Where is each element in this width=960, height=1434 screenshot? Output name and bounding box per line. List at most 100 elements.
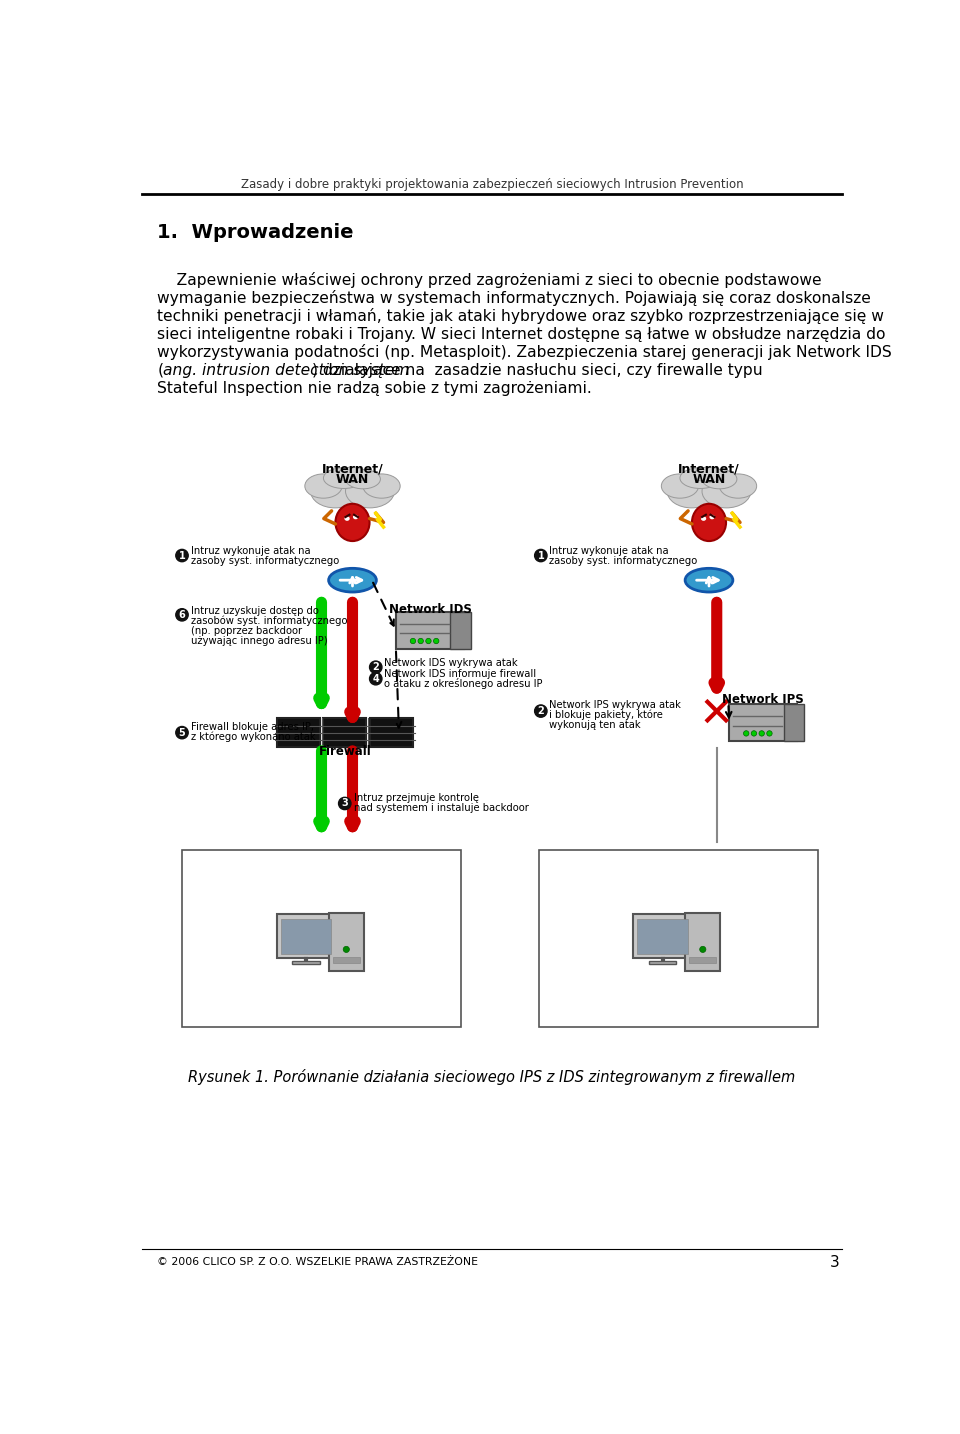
Ellipse shape <box>346 469 380 489</box>
Ellipse shape <box>719 473 756 498</box>
Bar <box>182 850 461 1027</box>
Circle shape <box>434 638 439 644</box>
Text: nad systemem i instaluje backdoor: nad systemem i instaluje backdoor <box>354 803 529 813</box>
Bar <box>539 850 818 1027</box>
Ellipse shape <box>702 475 751 508</box>
Bar <box>292 961 320 965</box>
Bar <box>730 704 798 741</box>
Bar <box>649 961 677 965</box>
Circle shape <box>535 706 547 717</box>
Text: Network IPS wykrywa atak: Network IPS wykrywa atak <box>549 700 682 710</box>
Ellipse shape <box>702 518 706 521</box>
Text: 3: 3 <box>829 1255 839 1271</box>
Ellipse shape <box>305 473 342 498</box>
Ellipse shape <box>346 518 349 521</box>
Circle shape <box>700 946 706 952</box>
Text: wykonują ten atak: wykonują ten atak <box>549 720 641 730</box>
Circle shape <box>176 608 188 621</box>
Circle shape <box>425 638 431 644</box>
Text: 1: 1 <box>179 551 185 561</box>
Bar <box>370 718 413 747</box>
Circle shape <box>743 731 749 736</box>
Text: 2: 2 <box>538 706 544 716</box>
Text: ang. intrusion detection system: ang. intrusion detection system <box>162 363 409 377</box>
Ellipse shape <box>335 503 370 541</box>
Bar <box>329 913 364 971</box>
Text: Network IPS: Network IPS <box>722 693 804 706</box>
Text: WAN: WAN <box>692 473 726 486</box>
Text: Rysunek 1. Porównanie działania sieciowego IPS z IDS zintegrowanym z firewallem: Rysunek 1. Porównanie działania sieciowe… <box>188 1068 796 1086</box>
Ellipse shape <box>338 467 367 482</box>
Text: 1.  Wprowadzenie: 1. Wprowadzenie <box>157 222 353 242</box>
Circle shape <box>752 731 756 736</box>
Bar <box>637 919 687 955</box>
Text: Firewall: Firewall <box>319 746 372 759</box>
Text: techniki penetracji i włamań, takie jak ataki hybrydowe oraz szybko rozprzestrze: techniki penetracji i włamań, takie jak … <box>157 308 884 324</box>
Ellipse shape <box>363 473 400 498</box>
Text: wykorzystywania podatności (np. Metasploit). Zabezpieczenia starej generacji jak: wykorzystywania podatności (np. Metasplo… <box>157 344 892 360</box>
Circle shape <box>767 731 772 736</box>
Circle shape <box>344 946 349 952</box>
Text: © 2006 CLICO SP. Z O.O. WSZELKIE PRAWA ZASTRZEŻONE: © 2006 CLICO SP. Z O.O. WSZELKIE PRAWA Z… <box>157 1258 478 1268</box>
Bar <box>281 919 331 955</box>
Text: Stateful Inspection nie radzą sobie z tymi zagrożeniami.: Stateful Inspection nie radzą sobie z ty… <box>157 381 592 396</box>
Ellipse shape <box>328 568 376 592</box>
Text: zasoby syst. informatycznego: zasoby syst. informatycznego <box>190 556 339 566</box>
Bar <box>685 913 720 971</box>
Circle shape <box>176 727 188 739</box>
Text: Network IDS wykrywa atak: Network IDS wykrywa atak <box>384 658 517 668</box>
Bar <box>333 956 360 964</box>
Text: i blokuje pakiety, które: i blokuje pakiety, które <box>549 710 663 720</box>
Circle shape <box>370 673 382 685</box>
Bar <box>396 612 464 648</box>
Text: 1: 1 <box>538 551 544 561</box>
Text: Network IDS informuje firewall: Network IDS informuje firewall <box>384 670 537 680</box>
Text: 5: 5 <box>179 727 185 737</box>
Text: WAN: WAN <box>336 473 370 486</box>
Ellipse shape <box>692 503 726 541</box>
Text: Zasady i dobre praktyki projektowania zabezpieczeń sieciowych Intrusion Preventi: Zasady i dobre praktyki projektowania za… <box>241 178 743 191</box>
Ellipse shape <box>661 473 699 498</box>
Ellipse shape <box>346 475 395 508</box>
Ellipse shape <box>324 467 364 489</box>
Bar <box>324 718 367 747</box>
Text: Intruz przejmuje kontrolę: Intruz przejmuje kontrolę <box>354 793 479 803</box>
Ellipse shape <box>680 469 738 506</box>
Ellipse shape <box>685 568 732 592</box>
Ellipse shape <box>324 469 381 506</box>
Text: wymaganie bezpieczeństwa w systemach informatycznych. Pojawiają się coraz doskon: wymaganie bezpieczeństwa w systemach inf… <box>157 290 871 305</box>
Text: używając innego adresu IP): używając innego adresu IP) <box>190 637 327 645</box>
Text: Internet/: Internet/ <box>678 462 740 475</box>
Bar <box>276 718 320 747</box>
Ellipse shape <box>311 475 359 508</box>
Text: Zapewnienie właściwej ochrony przed zagrożeniami z sieci to obecnie podstawowe: Zapewnienie właściwej ochrony przed zagr… <box>157 272 822 288</box>
Text: 2: 2 <box>372 663 379 673</box>
Circle shape <box>418 638 423 644</box>
Ellipse shape <box>353 515 357 519</box>
Text: Network IDS: Network IDS <box>389 602 471 617</box>
Text: 3: 3 <box>342 799 348 809</box>
Text: 4: 4 <box>372 674 379 684</box>
Circle shape <box>535 549 547 562</box>
Text: zasobów syst. informatycznego: zasobów syst. informatycznego <box>190 615 347 627</box>
Ellipse shape <box>710 515 714 519</box>
Text: (np. poprzez backdoor: (np. poprzez backdoor <box>190 627 301 637</box>
Circle shape <box>759 731 764 736</box>
Text: Firewall blokuje adres IP,: Firewall blokuje adres IP, <box>190 723 314 733</box>
Text: zasoby syst. informatycznego: zasoby syst. informatycznego <box>549 556 698 566</box>
Text: Intruz wykonuje atak na: Intruz wykonuje atak na <box>190 546 310 556</box>
Bar <box>276 913 335 958</box>
Text: (: ( <box>157 363 163 377</box>
Text: o ataku z określonego adresu IP: o ataku z określonego adresu IP <box>384 678 542 688</box>
Bar <box>689 956 716 964</box>
Text: z którego wykonano atak: z którego wykonano atak <box>190 731 315 741</box>
Text: 6: 6 <box>179 609 185 619</box>
Text: sieci inteligentne robaki i Trojany. W sieci Internet dostępne są łatwe w obsłud: sieci inteligentne robaki i Trojany. W s… <box>157 327 886 341</box>
Circle shape <box>339 797 351 810</box>
Bar <box>783 704 804 741</box>
Ellipse shape <box>680 467 721 489</box>
Text: Internet/: Internet/ <box>322 462 383 475</box>
Circle shape <box>370 661 382 674</box>
Bar <box>450 612 471 648</box>
Bar <box>634 913 691 958</box>
